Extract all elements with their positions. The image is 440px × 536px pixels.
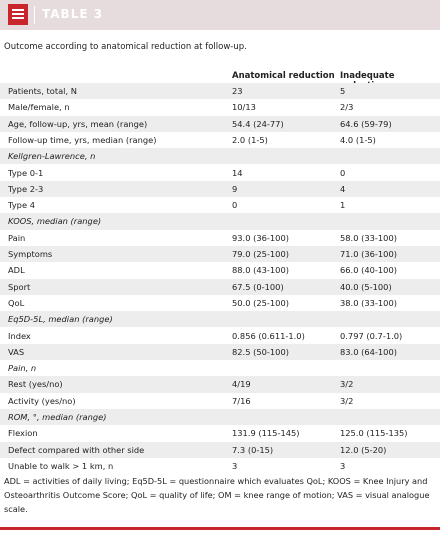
row-label: VAS: [8, 346, 25, 357]
cell: 7.3 (0-15): [232, 444, 274, 455]
row-label: Flexion: [8, 428, 38, 439]
cell: 4: [340, 183, 346, 194]
row-label: Index: [8, 330, 31, 341]
table-row: Type 2-3 9 4: [0, 180, 440, 198]
cell: 4/19: [232, 379, 251, 390]
row-label: Male/female, n: [8, 102, 70, 113]
row-label: Type 2-3: [8, 183, 44, 194]
row-label: Rest (yes/no): [8, 379, 63, 390]
cell: 79.0 (25-100): [232, 249, 289, 259]
row-label: Follow-up time, yrs, median (range): [8, 134, 157, 145]
section-label: ROM, °, median (range): [8, 412, 107, 422]
table-row: QoL 50.0 (25-100) 38.0 (33-100): [0, 295, 440, 311]
cell: 3/2: [340, 379, 354, 390]
row-label: QoL: [8, 297, 25, 308]
separator: [34, 6, 35, 24]
cell: 40.0 (5-100): [340, 281, 392, 292]
table-row: Type 0-1 14 0: [0, 165, 440, 181]
header-bar: TABLE 3: [0, 0, 440, 30]
cell: 64.6 (59-79): [340, 118, 392, 129]
cell: 66.0 (40-100): [340, 265, 397, 276]
cell: 131.9 (115-145): [232, 428, 300, 439]
table-icon: [8, 4, 28, 25]
table-row: Follow-up time, yrs, median (range) 2.0 (…: [0, 132, 440, 148]
cell: 23: [232, 86, 243, 96]
bottom-rule: [0, 527, 440, 530]
table-row: Type 4 0 1: [0, 197, 440, 213]
table-row: Eq5D-5L, median (range): [0, 311, 440, 328]
cell: 2/3: [340, 102, 354, 113]
section-label: Kellgren-Lawrence, n: [8, 151, 96, 162]
row-label: Type 4: [8, 200, 35, 211]
table-row: Patients, total, N 23 5: [0, 83, 440, 100]
footnote: ADL = activities of daily living; Eq5D-5…: [4, 476, 430, 514]
table-row: Male/female, n 10/13 2/3: [0, 99, 440, 115]
cell: 88.0 (43-100): [232, 265, 289, 276]
table-row: ADL 88.0 (43-100) 66.0 (40-100): [0, 262, 440, 278]
table-row: Symptoms 79.0 (25-100) 71.0 (36-100): [0, 246, 440, 263]
cell: 1: [340, 200, 346, 211]
cell: 3/2: [340, 395, 354, 406]
cell: 38.0 (33-100): [340, 297, 397, 308]
table-row: Age, follow-up, yrs, mean (range) 54.4 (2…: [0, 115, 440, 132]
row-label: ADL: [8, 265, 25, 276]
table-row: Pain 93.0 (36-100) 58.0 (33-100): [0, 230, 440, 246]
row-label: Type 0-1: [8, 167, 44, 178]
row-label: Symptoms: [8, 249, 53, 259]
row-label: Sport: [8, 281, 31, 292]
cell: 83.0 (64-100): [340, 346, 397, 357]
cell: 2.0 (1-5): [232, 134, 268, 145]
table-row: Unable to walk > 1 km, n 3 3: [0, 458, 440, 474]
table-row: Flexion 131.9 (115-145) 125.0 (115-135): [0, 425, 440, 441]
cell: 0: [232, 200, 238, 211]
cell: 50.0 (25-100): [232, 297, 289, 308]
row-label: Activity (yes/no): [8, 395, 76, 406]
table-row: Rest (yes/no) 4/19 3/2: [0, 376, 440, 393]
row-label: Defect compared with other side: [8, 444, 145, 455]
cell: 0.797 (0.7-1.0): [340, 330, 403, 341]
caption: Outcome according to anatomical reductio…: [4, 42, 247, 52]
cell: 14: [232, 167, 243, 178]
row-label: Unable to walk > 1 km, n: [8, 460, 114, 471]
table-row: Index 0.856 (0.611-1.0) 0.797 (0.7-1.0): [0, 328, 440, 344]
row-label: Pain: [8, 232, 26, 243]
table-row: Activity (yes/no) 7/16 3/2: [0, 393, 440, 409]
section-label: KOOS, median (range): [8, 216, 102, 227]
cell: 4.0 (1-5): [340, 134, 376, 145]
cell: 58.0 (33-100): [340, 232, 397, 243]
table-row: Sport 67.5 (0-100) 40.0 (5-100): [0, 278, 440, 295]
cell: 71.0 (36-100): [340, 249, 397, 259]
cell: 9: [232, 183, 238, 194]
table-row: Kellgren-Lawrence, n: [0, 148, 440, 165]
cell: 0: [340, 167, 346, 178]
table-row: VAS 82.5 (50-100) 83.0 (64-100): [0, 343, 440, 361]
table-row: Pain, n: [0, 360, 440, 376]
cell: 10/13: [232, 102, 256, 113]
row-label: Age, follow-up, yrs, mean (range): [8, 118, 148, 129]
table-row: ROM, °, median (range): [0, 409, 440, 426]
cell: 5: [340, 86, 346, 96]
table-row: Defect compared with other side 7.3 (0-15…: [0, 441, 440, 458]
section-label: Pain, n: [8, 363, 37, 374]
cell: 125.0 (115-135): [340, 428, 408, 439]
cell: 54.4 (24-77): [232, 118, 284, 129]
cell: 0.856 (0.611-1.0): [232, 330, 305, 341]
cell: 67.5 (0-100): [232, 281, 284, 292]
table-row: KOOS, median (range): [0, 213, 440, 230]
cell: 93.0 (36-100): [232, 232, 289, 243]
cell: 12.0 (5-20): [340, 444, 387, 455]
cell: 3: [232, 460, 238, 471]
section-label: Eq5D-5L, median (range): [8, 314, 113, 325]
column-header: Anatomical reduction: [232, 71, 335, 81]
cell: 7/16: [232, 395, 251, 406]
cell: 3: [340, 460, 346, 471]
row-label: Patients, total, N: [8, 86, 77, 96]
cell: 82.5 (50-100): [232, 346, 289, 357]
header-title: TABLE 3: [42, 7, 104, 21]
